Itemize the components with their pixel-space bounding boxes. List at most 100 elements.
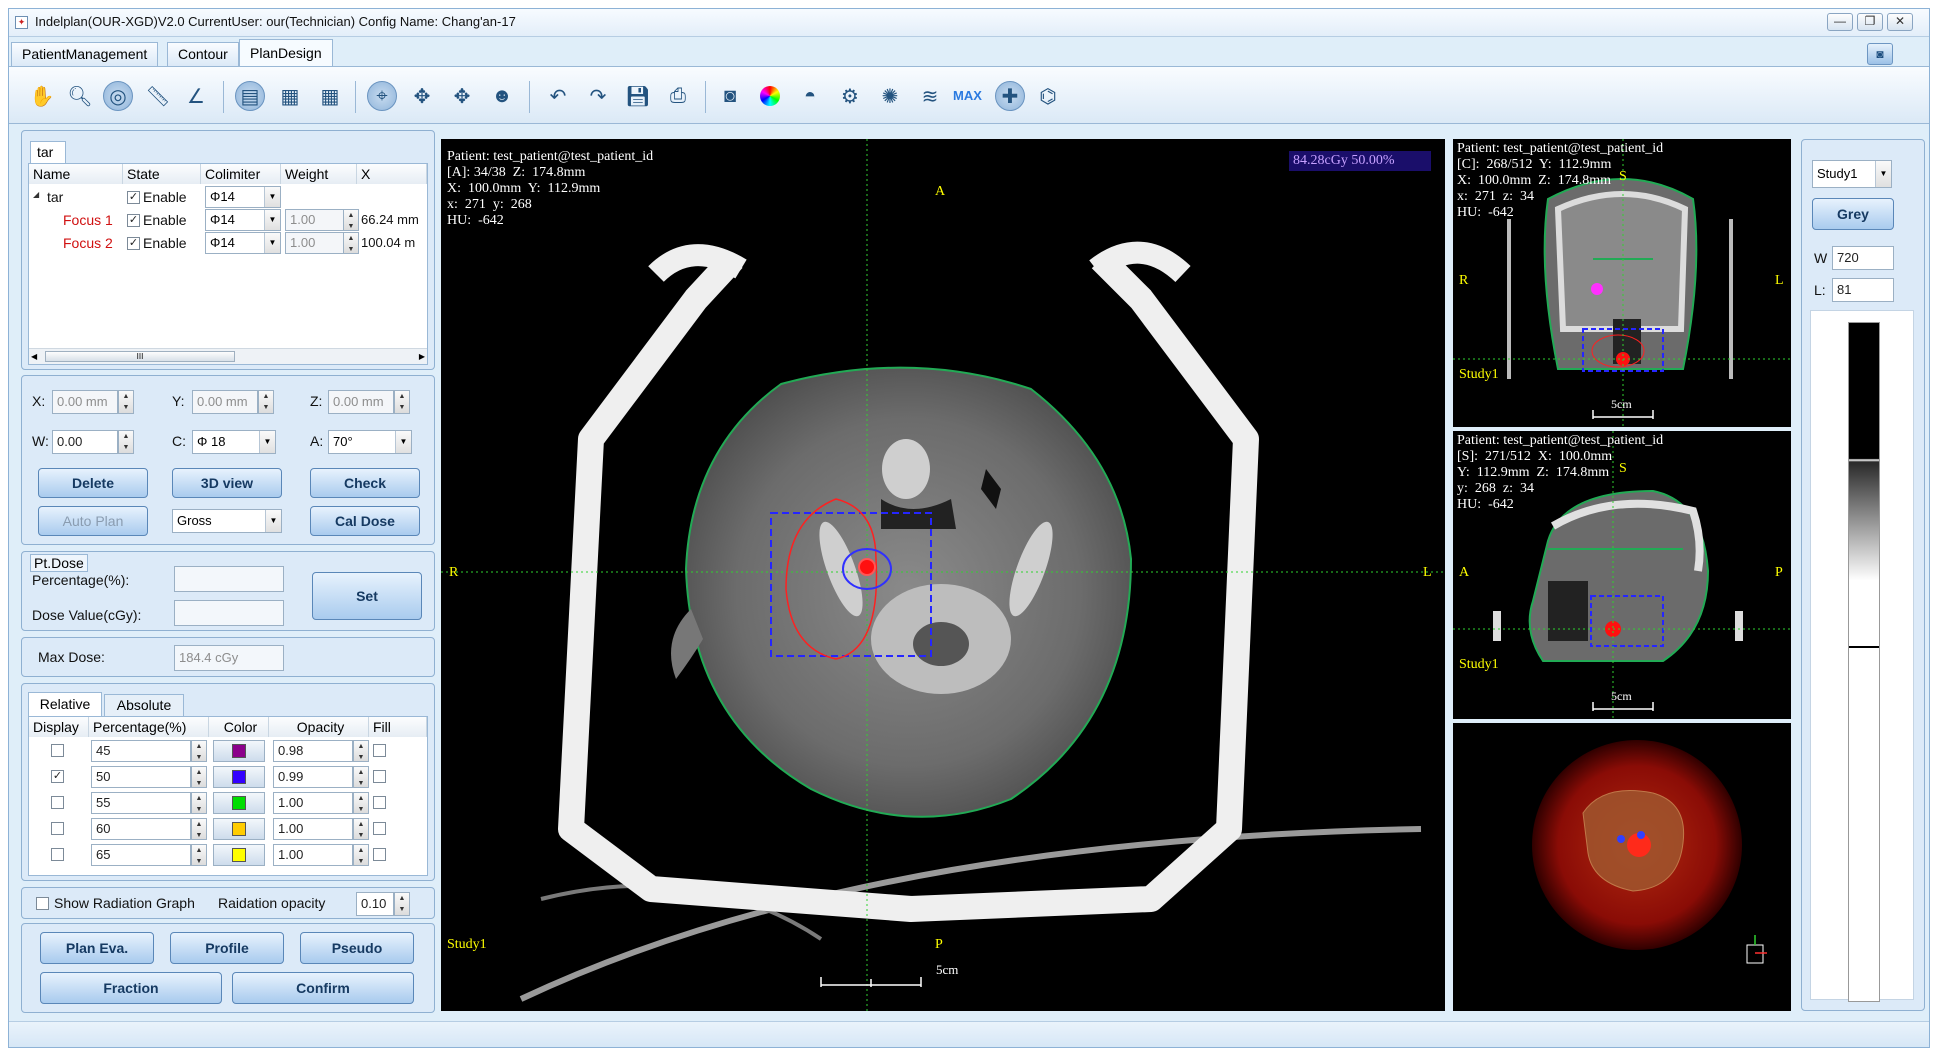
tab-contour[interactable]: Contour — [167, 42, 239, 66]
crosshair-icon[interactable]: ⌖ — [367, 81, 397, 111]
enable-checkbox[interactable]: ✓ — [127, 237, 140, 250]
dose-bowl-icon[interactable]: ◓ — [803, 84, 817, 107]
col-fill[interactable]: Fill — [369, 717, 427, 737]
tab-patient-management[interactable]: PatientManagement — [11, 42, 159, 66]
colimiter-select[interactable]: Φ14 ▼ — [205, 186, 281, 208]
opacity-spinner[interactable]: ▲ ▼ — [353, 792, 369, 814]
auto-plan-button[interactable]: Auto Plan — [38, 506, 148, 536]
x-spinner[interactable]: ▲ ▼ — [118, 390, 134, 414]
color-button[interactable] — [213, 844, 265, 866]
table-row[interactable]: 45 ▲ ▼ 0.98 ▲ ▼ — [29, 739, 427, 763]
col-colimiter[interactable]: Colimiter — [201, 164, 281, 184]
opacity-field[interactable]: 1.00 — [273, 844, 353, 866]
head-model-icon[interactable]: ☻ — [491, 84, 513, 107]
w-field[interactable]: 0.00 — [52, 430, 118, 454]
enable-checkbox[interactable]: ✓ — [127, 214, 140, 227]
undo-icon[interactable]: ↶ — [549, 85, 567, 108]
display-checkbox[interactable]: ✓ — [51, 770, 64, 783]
fill-checkbox[interactable] — [373, 744, 386, 757]
level-marker[interactable] — [1849, 646, 1879, 648]
confirm-button[interactable]: Confirm — [232, 972, 414, 1004]
show-radiation-checkbox[interactable] — [36, 897, 49, 910]
save-icon[interactable]: 💾︎ — [625, 85, 651, 108]
check-button[interactable]: Check — [310, 468, 420, 498]
scroll-thumb[interactable]: III — [45, 351, 235, 362]
horizontal-scrollbar[interactable]: ◀ III ▶ — [29, 348, 427, 364]
restore-button[interactable]: ❐ — [1857, 13, 1883, 31]
set-button[interactable]: Set — [312, 572, 422, 620]
table-row[interactable]: 55 ▲ ▼ 1.00 ▲ ▼ — [29, 791, 427, 815]
coronal-viewer[interactable]: Patient: test_patient@test_patient_id [C… — [1453, 139, 1791, 427]
target-tool-icon[interactable]: ⌬ — [1039, 85, 1057, 108]
opacity-spinner[interactable]: ▲ ▼ — [353, 844, 369, 866]
angle-select[interactable]: 70° ▼ — [328, 430, 412, 454]
weight-field[interactable]: 1.00 — [285, 209, 345, 231]
plan-mode-select[interactable]: Gross ▼ — [172, 509, 282, 533]
percentage-field[interactable]: 65 — [91, 844, 191, 866]
percentage-field[interactable] — [174, 566, 284, 592]
grey-button[interactable]: Grey — [1812, 198, 1894, 230]
delete-button[interactable]: Delete — [38, 468, 148, 498]
col-state[interactable]: State — [123, 164, 201, 184]
color-button[interactable] — [213, 792, 265, 814]
opacity-field[interactable]: 0.99 — [273, 766, 353, 788]
color-button[interactable] — [213, 818, 265, 840]
opacity-field[interactable]: 1.00 — [273, 818, 353, 840]
display-checkbox[interactable] — [51, 848, 64, 861]
enable-checkbox[interactable]: ✓ — [127, 191, 140, 204]
study-select[interactable]: Study1 ▼ — [1812, 160, 1892, 188]
collimator-icon[interactable]: ✺ — [881, 85, 899, 108]
opacity-field[interactable]: 0.98 — [273, 740, 353, 762]
percentage-spinner[interactable]: ▲ ▼ — [191, 792, 207, 814]
layout-single-icon[interactable]: ▤ — [235, 81, 265, 111]
dose-value-field[interactable] — [174, 600, 284, 626]
tab-plan-design[interactable]: PlanDesign — [239, 39, 333, 67]
fill-checkbox[interactable] — [373, 848, 386, 861]
rotate-crosshair-icon[interactable]: ✥ — [453, 85, 471, 108]
z-field[interactable]: 0.00 mm — [328, 390, 394, 414]
tab-absolute[interactable]: Absolute — [104, 694, 184, 716]
radiation-opacity-field[interactable]: 0.10 — [356, 892, 394, 916]
percentage-field[interactable]: 55 — [91, 792, 191, 814]
percentage-spinner[interactable]: ▲ ▼ — [191, 844, 207, 866]
weight-field[interactable]: 1.00 — [285, 232, 345, 254]
table-row[interactable]: 65 ▲ ▼ 1.00 ▲ ▼ — [29, 843, 427, 867]
3d-viewer[interactable] — [1453, 723, 1791, 1011]
settings-gear-icon[interactable]: ⚙ — [841, 85, 859, 108]
layout-grid-icon[interactable]: ▦ — [280, 85, 300, 108]
collimator-select[interactable]: Φ 18 ▼ — [192, 430, 276, 454]
weight-spinner[interactable]: ▲ ▼ — [343, 232, 359, 254]
colimiter-select[interactable]: Φ14 ▼ — [205, 232, 281, 254]
opacity-spinner[interactable]: ▲ ▼ — [353, 740, 369, 762]
radiation-opacity-spinner[interactable]: ▲ ▼ — [394, 892, 410, 916]
table-row[interactable]: Focus 1 ✓ Enable Φ14 ▼ 1.00 ▲ ▼ 66.24 mm — [29, 209, 427, 231]
percentage-field[interactable]: 60 — [91, 818, 191, 840]
table-row[interactable]: ✓ 50 ▲ ▼ 0.99 ▲ ▼ — [29, 765, 427, 789]
window-level-field[interactable]: 81 — [1832, 278, 1894, 302]
ruler-icon[interactable]: 📏︎ — [145, 85, 171, 108]
x-field[interactable]: 0.00 mm — [52, 390, 118, 414]
redo-icon[interactable]: ↷ — [589, 85, 607, 108]
display-checkbox[interactable] — [51, 796, 64, 809]
screenshot-icon[interactable]: ◙ — [723, 84, 737, 107]
col-opacity[interactable]: Opacity — [269, 717, 369, 737]
zoom-icon[interactable]: 🔍︎ — [67, 85, 93, 108]
max-dose-tool[interactable]: MAX — [953, 88, 982, 103]
tab-relative[interactable]: Relative — [28, 692, 102, 716]
layout-quad-icon[interactable]: ▦ — [320, 85, 340, 108]
z-spinner[interactable]: ▲ ▼ — [394, 390, 410, 414]
fill-checkbox[interactable] — [373, 796, 386, 809]
y-spinner[interactable]: ▲ ▼ — [258, 390, 274, 414]
color-button[interactable] — [213, 740, 265, 762]
grey-scale-bar[interactable] — [1848, 322, 1880, 1002]
col-percentage[interactable]: Percentage(%) — [89, 717, 209, 737]
camera-icon[interactable]: ◙ — [1867, 43, 1893, 65]
table-row[interactable]: 60 ▲ ▼ 1.00 ▲ ▼ — [29, 817, 427, 841]
col-name[interactable]: Name — [29, 164, 123, 184]
angle-icon[interactable]: ∠ — [187, 85, 205, 108]
close-button[interactable]: ✕ — [1887, 13, 1913, 31]
percentage-spinner[interactable]: ▲ ▼ — [191, 766, 207, 788]
color-button[interactable] — [213, 766, 265, 788]
minimize-button[interactable]: — — [1827, 13, 1853, 31]
percentage-field[interactable]: 45 — [91, 740, 191, 762]
